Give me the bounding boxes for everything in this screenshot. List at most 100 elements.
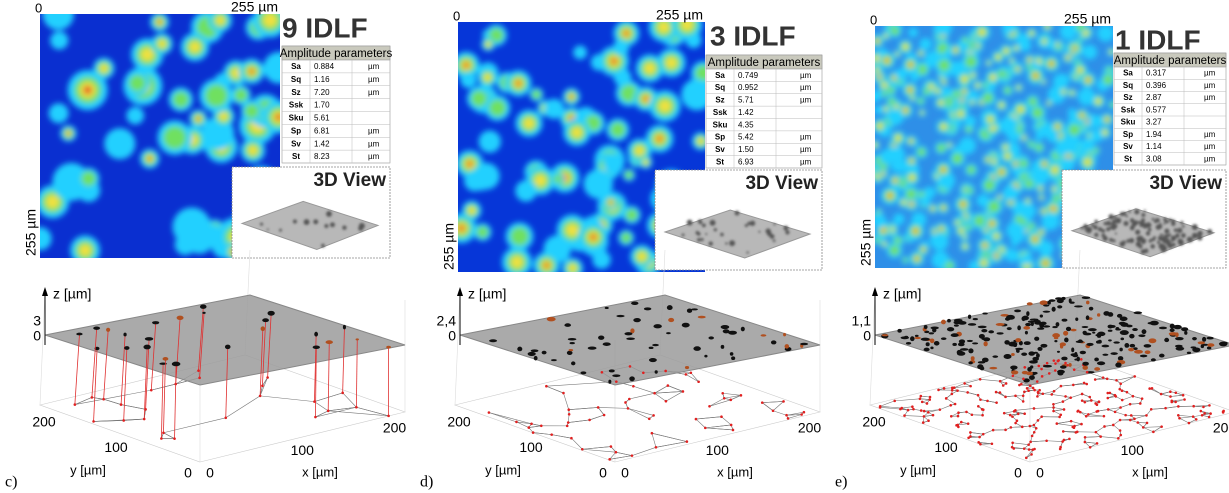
network-edge — [315, 410, 329, 418]
panel: 0 255 µm 255 µm 9 IDLF Amplitude parameters S… — [5, 0, 406, 491]
blob — [949, 123, 956, 130]
blob — [887, 109, 904, 126]
floor-point — [1118, 387, 1122, 391]
parameter-name: Sq — [1123, 81, 1133, 90]
z-tick-label: 2,4 — [437, 313, 457, 329]
table-header-background — [1113, 52, 1227, 68]
network-edge — [1134, 415, 1147, 420]
blob — [905, 188, 917, 200]
blob — [1080, 113, 1084, 117]
floor-point — [1030, 434, 1034, 438]
network-edge — [1193, 405, 1210, 407]
floor-point — [922, 415, 926, 418]
floor-point — [1004, 382, 1008, 385]
blob — [83, 86, 92, 95]
blob — [909, 202, 913, 206]
blob — [922, 248, 925, 251]
blob — [99, 64, 109, 73]
blob — [573, 45, 588, 60]
blob — [1042, 39, 1047, 44]
view-bump — [773, 223, 776, 226]
x-tick-label: 200 — [1213, 420, 1229, 436]
floor-point — [965, 410, 968, 414]
peak — [914, 336, 922, 340]
peak — [630, 328, 635, 334]
blob — [910, 159, 913, 163]
network-edge — [103, 389, 152, 400]
peak — [530, 349, 539, 353]
blob — [657, 22, 670, 34]
network-edge — [920, 395, 931, 398]
network-edge — [980, 379, 1001, 382]
network-edge — [957, 423, 969, 426]
stem — [175, 318, 181, 385]
z-axis-label: z [µm] — [883, 286, 921, 302]
view-bump — [1159, 233, 1162, 236]
view-bump — [1128, 210, 1131, 213]
network-edge — [880, 407, 901, 410]
blob — [888, 193, 892, 198]
parameter-value: 6.93 — [738, 157, 754, 166]
floor-point — [1141, 426, 1145, 429]
network-edge — [651, 432, 687, 442]
blob — [515, 80, 522, 86]
network-edge — [1130, 403, 1141, 405]
view-surface — [240, 200, 380, 250]
peak — [1017, 325, 1021, 331]
blob — [610, 122, 626, 138]
parameter-name: Ssk — [1121, 105, 1136, 114]
network-edge — [260, 395, 315, 402]
view-bump — [705, 232, 708, 236]
floor-point — [632, 384, 635, 388]
blob — [895, 135, 902, 141]
floor-point — [1059, 413, 1063, 417]
table-header: Amplitude parameters — [708, 57, 821, 69]
peak — [940, 337, 947, 341]
floor-point — [1035, 380, 1039, 383]
floor-point — [998, 391, 1002, 394]
peak — [1132, 328, 1138, 332]
floor-point — [1053, 369, 1057, 372]
blob — [157, 20, 162, 24]
peak — [123, 332, 127, 337]
peak — [982, 312, 988, 315]
y-extent-label: 255 µm — [441, 223, 457, 270]
network-edge — [1053, 407, 1065, 410]
blob — [887, 86, 895, 94]
blob — [488, 99, 507, 117]
blob — [1086, 78, 1090, 82]
view-bump — [1135, 229, 1141, 235]
network-edge — [705, 424, 732, 429]
blob — [644, 62, 656, 74]
floor-point — [1106, 396, 1110, 400]
peak — [342, 324, 346, 330]
view-bump — [1139, 223, 1144, 227]
view-label: 3D View — [313, 170, 386, 191]
network-edge — [567, 414, 570, 423]
peak — [1026, 371, 1034, 376]
blob — [994, 254, 998, 258]
peak — [1116, 313, 1123, 318]
floor-point — [966, 422, 970, 425]
floor-point — [969, 431, 972, 434]
view-bump — [686, 219, 693, 226]
floor-point — [1150, 387, 1154, 390]
peak — [1030, 321, 1034, 327]
floor-point — [1114, 395, 1118, 398]
floor-point — [957, 425, 960, 429]
blob — [460, 71, 477, 89]
floor-point — [1187, 421, 1191, 425]
floor-point — [630, 454, 634, 457]
view-bump — [1165, 220, 1169, 224]
network-edge — [1143, 426, 1162, 428]
network-edge — [568, 407, 599, 411]
floor-point — [1145, 421, 1149, 425]
peak — [968, 348, 974, 354]
y-tick-label: 100 — [519, 439, 543, 455]
blob — [1043, 261, 1048, 266]
peak — [1008, 341, 1018, 347]
floor-point — [565, 424, 569, 428]
peak — [977, 325, 987, 329]
peak — [648, 357, 657, 363]
network-edge — [1095, 378, 1108, 380]
